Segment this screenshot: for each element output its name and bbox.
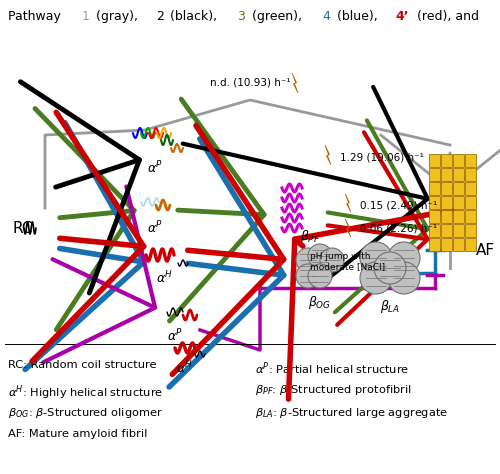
FancyBboxPatch shape (430, 210, 440, 224)
Text: 1.29 (19.06) h⁻¹: 1.29 (19.06) h⁻¹ (340, 153, 424, 163)
Text: Pathway: Pathway (8, 10, 65, 23)
FancyBboxPatch shape (466, 210, 476, 224)
Text: RC: RC (13, 220, 33, 236)
Text: $\alpha^H$: $\alpha^H$ (176, 360, 194, 377)
FancyBboxPatch shape (442, 155, 452, 167)
Text: AF: AF (476, 243, 494, 257)
Text: 0.06 (2.26) h⁻¹: 0.06 (2.26) h⁻¹ (360, 223, 437, 233)
Text: $\beta_{PF}$: $\beta_{PF}$ (300, 228, 320, 245)
Text: $\beta_{PF}$: $\beta$-Structured protofibril: $\beta_{PF}$: $\beta$-Structured protofi… (255, 383, 412, 397)
Text: $\alpha^H$: $\alpha^H$ (156, 270, 174, 287)
FancyBboxPatch shape (454, 225, 464, 237)
FancyBboxPatch shape (442, 225, 452, 237)
Circle shape (308, 244, 332, 268)
FancyBboxPatch shape (454, 182, 464, 195)
FancyBboxPatch shape (466, 225, 476, 237)
Circle shape (308, 264, 332, 288)
Text: pH jump with
moderate [NaCl]: pH jump with moderate [NaCl] (310, 252, 385, 272)
Text: n.d. (10.93) h⁻¹: n.d. (10.93) h⁻¹ (210, 77, 290, 87)
Text: (black),: (black), (166, 10, 222, 23)
Text: (blue),: (blue), (332, 10, 382, 23)
Text: $\beta_{LA}$: $\beta_{LA}$ (380, 298, 400, 315)
FancyBboxPatch shape (466, 238, 476, 252)
FancyBboxPatch shape (466, 155, 476, 167)
FancyBboxPatch shape (454, 197, 464, 210)
FancyBboxPatch shape (430, 238, 440, 252)
Text: $\alpha^P$: $\alpha^P$ (167, 328, 183, 345)
FancyBboxPatch shape (442, 197, 452, 210)
Text: 2: 2 (156, 10, 164, 23)
Text: $\beta_{LA}$: $\beta$-Structured large aggregate: $\beta_{LA}$: $\beta$-Structured large a… (255, 406, 448, 420)
Text: $\alpha^P$: Partial helical structure: $\alpha^P$: Partial helical structure (255, 360, 410, 377)
FancyBboxPatch shape (442, 210, 452, 224)
FancyBboxPatch shape (454, 155, 464, 167)
FancyBboxPatch shape (454, 238, 464, 252)
FancyBboxPatch shape (442, 168, 452, 182)
Circle shape (388, 242, 420, 274)
Polygon shape (292, 73, 298, 93)
Text: 1: 1 (82, 10, 90, 23)
FancyBboxPatch shape (466, 168, 476, 182)
Circle shape (296, 264, 320, 288)
Text: $\beta_{OG}$: $\beta$-Structured oligomer: $\beta_{OG}$: $\beta$-Structured oligome… (8, 406, 163, 420)
Text: (green),: (green), (248, 10, 306, 23)
Text: $\alpha^P$: $\alpha^P$ (147, 220, 163, 237)
Polygon shape (325, 145, 331, 165)
FancyBboxPatch shape (430, 197, 440, 210)
Circle shape (388, 262, 420, 294)
FancyBboxPatch shape (442, 238, 452, 252)
FancyBboxPatch shape (430, 168, 440, 182)
Text: 0.15 (2.49) h⁻¹: 0.15 (2.49) h⁻¹ (360, 200, 437, 210)
Polygon shape (346, 194, 350, 212)
Circle shape (360, 242, 392, 274)
Text: 4: 4 (322, 10, 330, 23)
FancyBboxPatch shape (430, 182, 440, 195)
Circle shape (296, 248, 320, 272)
Text: RC: Random coil structure: RC: Random coil structure (8, 360, 156, 370)
Text: (gray),: (gray), (92, 10, 142, 23)
FancyBboxPatch shape (430, 225, 440, 237)
Text: $\alpha^H$: Highly helical structure: $\alpha^H$: Highly helical structure (8, 383, 163, 401)
FancyBboxPatch shape (466, 197, 476, 210)
FancyBboxPatch shape (454, 168, 464, 182)
Polygon shape (346, 219, 350, 237)
Circle shape (374, 252, 406, 284)
Text: $\alpha^P$: $\alpha^P$ (147, 160, 163, 177)
Circle shape (320, 248, 344, 272)
FancyBboxPatch shape (454, 210, 464, 224)
Text: 4’: 4’ (396, 10, 409, 23)
Text: (red), and: (red), and (413, 10, 483, 23)
Text: 3: 3 (238, 10, 245, 23)
Text: AF: Mature amyloid fibril: AF: Mature amyloid fibril (8, 429, 147, 439)
FancyBboxPatch shape (442, 182, 452, 195)
Text: $\beta_{OG}$: $\beta_{OG}$ (308, 294, 332, 311)
Circle shape (360, 262, 392, 294)
FancyBboxPatch shape (466, 182, 476, 195)
FancyBboxPatch shape (430, 155, 440, 167)
